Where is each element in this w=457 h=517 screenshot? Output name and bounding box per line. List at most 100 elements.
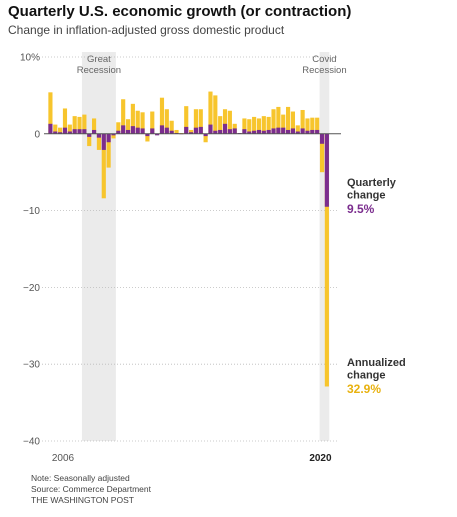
quarterly-bar-55 bbox=[315, 129, 320, 134]
annualized-bar-57 bbox=[324, 133, 329, 387]
quarterly-bar-57 bbox=[324, 133, 329, 207]
quarterly-bar-4 bbox=[67, 131, 72, 134]
quarterly-bar-52 bbox=[300, 128, 305, 134]
annualized-bar-29 bbox=[189, 129, 194, 134]
quarterly-bar-33 bbox=[208, 124, 213, 134]
annualized-bar-5 bbox=[72, 116, 77, 134]
footnote: Note: Seasonally adjusted bbox=[31, 473, 130, 483]
quarterly-bar-25 bbox=[169, 130, 174, 134]
quarterly-bar-2 bbox=[58, 132, 63, 134]
annotation-label-0-0: Quarterly bbox=[347, 177, 397, 189]
quarterly-bar-1 bbox=[53, 131, 58, 134]
annualized-bar-54 bbox=[310, 117, 315, 134]
quarterly-bar-10 bbox=[96, 133, 101, 138]
annualized-bar-40 bbox=[242, 118, 247, 134]
annualized-bar-49 bbox=[286, 106, 291, 134]
recession-label-1-1: Recession bbox=[302, 65, 346, 76]
annualized-bar-24 bbox=[164, 109, 169, 134]
quarterly-bar-0 bbox=[48, 123, 53, 134]
y-tick-label-3: −20 bbox=[23, 283, 40, 294]
y-tick-label-0: 10% bbox=[20, 53, 40, 64]
annualized-bar-18 bbox=[135, 110, 140, 134]
annualized-bar-4 bbox=[67, 124, 72, 134]
annualized-bar-14 bbox=[116, 122, 121, 134]
annualized-bar-17 bbox=[130, 103, 135, 134]
annotation-label-1-0: Annualized bbox=[347, 357, 406, 369]
annualized-bar-16 bbox=[125, 119, 131, 134]
annotation-label-1-1: change bbox=[347, 370, 386, 382]
quarterly-bar-44 bbox=[261, 130, 266, 134]
quarterly-bar-35 bbox=[218, 129, 223, 134]
annualized-bar-41 bbox=[247, 119, 252, 134]
quarterly-bar-18 bbox=[135, 127, 140, 134]
annualized-bar-51 bbox=[295, 125, 300, 134]
annualized-bar-13 bbox=[111, 133, 116, 139]
annualized-bar-46 bbox=[271, 109, 276, 134]
quarterly-bar-7 bbox=[82, 129, 87, 134]
quarterly-bar-54 bbox=[310, 129, 315, 134]
annualized-bar-25 bbox=[169, 120, 174, 134]
quarterly-bar-8 bbox=[87, 133, 92, 137]
annualized-bar-12 bbox=[106, 133, 111, 168]
y-axis-ticks: 10% 0 −10 −20 −30 −40 bbox=[20, 53, 40, 448]
annualized-bar-42 bbox=[252, 116, 257, 134]
quarterly-bar-34 bbox=[213, 130, 218, 134]
annualized-bar-43 bbox=[256, 118, 262, 134]
quarterly-bar-50 bbox=[290, 128, 295, 134]
annualized-bar-9 bbox=[92, 118, 97, 134]
quarterly-bar-41 bbox=[247, 131, 252, 134]
quarterly-bar-20 bbox=[145, 133, 150, 137]
chart-title: Quarterly U.S. economic growth (or contr… bbox=[8, 3, 352, 20]
quarterly-bar-16 bbox=[125, 129, 131, 134]
quarterly-bar-56 bbox=[319, 133, 325, 144]
quarterly-bar-42 bbox=[252, 130, 257, 134]
quarterly-bar-3 bbox=[62, 127, 68, 134]
annualized-bars bbox=[48, 91, 329, 387]
quarterly-bar-17 bbox=[130, 126, 135, 134]
annualized-bar-21 bbox=[150, 111, 155, 134]
quarterly-bar-48 bbox=[281, 127, 286, 134]
quarterly-bar-46 bbox=[271, 128, 276, 134]
y-tick-label-5: −40 bbox=[23, 437, 40, 448]
recession-label-0-0: Great bbox=[87, 54, 111, 65]
annualized-bar-23 bbox=[159, 97, 165, 134]
y-tick-label-4: −30 bbox=[23, 360, 40, 371]
annualized-bar-56 bbox=[319, 133, 325, 173]
annualized-bar-45 bbox=[266, 116, 271, 134]
annualized-bar-50 bbox=[290, 111, 295, 134]
annualized-bar-3 bbox=[62, 108, 68, 134]
annualized-bar-52 bbox=[300, 109, 305, 134]
annualized-bar-7 bbox=[82, 114, 87, 134]
annotation-value-0: 9.5% bbox=[347, 202, 375, 216]
annualized-bar-28 bbox=[184, 106, 189, 134]
source-line: Source: Commerce Department bbox=[31, 484, 151, 494]
quarterly-bar-38 bbox=[232, 128, 237, 134]
annualized-bar-55 bbox=[315, 117, 320, 134]
recession-label-1-0: Covid bbox=[312, 54, 336, 65]
annualized-bar-35 bbox=[218, 116, 223, 134]
quarterly-bar-14 bbox=[116, 130, 121, 134]
annualized-bar-33 bbox=[208, 91, 213, 134]
quarterly-bar-22 bbox=[155, 133, 160, 136]
publisher-credit: THE WASHINGTON POST bbox=[31, 495, 134, 505]
quarterly-bar-5 bbox=[72, 129, 77, 134]
annualized-bar-20 bbox=[145, 133, 150, 142]
quarterly-bar-31 bbox=[198, 126, 203, 134]
annualized-bar-10 bbox=[96, 133, 101, 150]
quarterly-bar-47 bbox=[276, 127, 281, 134]
quarterly-bar-15 bbox=[121, 125, 126, 134]
quarterly-bar-29 bbox=[189, 132, 194, 134]
annualized-bar-15 bbox=[121, 99, 126, 134]
quarterly-bar-49 bbox=[286, 129, 291, 134]
annualized-bar-2 bbox=[58, 127, 63, 134]
quarterly-bar-36 bbox=[222, 123, 228, 134]
annualized-bar-44 bbox=[261, 116, 266, 134]
x-tick-label-0: 2006 bbox=[52, 453, 75, 464]
quarterly-bar-30 bbox=[193, 127, 198, 134]
chart-subtitle: Change in inflation-adjusted gross domes… bbox=[8, 23, 285, 37]
quarterly-bar-13 bbox=[111, 133, 116, 136]
annotation-value-1: 32.9% bbox=[347, 382, 381, 396]
quarterly-bar-23 bbox=[159, 125, 165, 134]
